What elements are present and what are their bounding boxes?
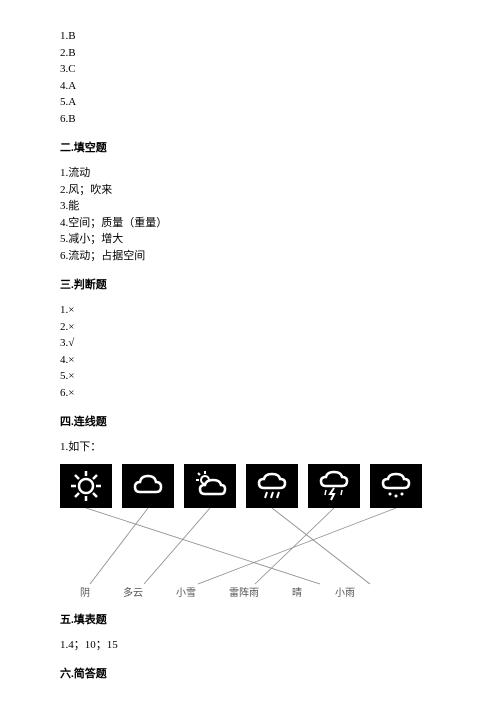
answer-val: B	[68, 47, 75, 59]
answer-val: 流动；占据空间	[68, 250, 145, 262]
answer-item: 3.能	[60, 198, 440, 215]
answer-item: 2.B	[60, 45, 440, 62]
answer-item: 5.减小；增大	[60, 231, 440, 248]
answer-item: 1.流动	[60, 165, 440, 182]
section-5-title: 五.填表题	[60, 611, 440, 627]
cloud-rain-icon	[246, 464, 298, 508]
answer-val: ×	[68, 354, 74, 366]
answer-num: 4	[60, 217, 66, 229]
answer-num: 2	[60, 184, 66, 196]
answer-num: 1	[60, 167, 66, 179]
answer-num: 1	[60, 304, 66, 316]
answer-item: 5.×	[60, 368, 440, 385]
sun-icon	[60, 464, 112, 508]
answer-val: A	[68, 80, 76, 92]
section-3-answers: 1.× 2.× 3.√ 4.× 5.× 6.×	[60, 302, 440, 401]
answer-num: 3	[60, 200, 66, 212]
answer-val: C	[68, 63, 75, 75]
weather-label: 多云	[123, 584, 143, 599]
answer-item: 6.×	[60, 385, 440, 402]
weather-label-row: 阴 多云 小雪 雷阵雨 晴 小雨	[80, 584, 355, 599]
answer-val: 流动	[68, 167, 90, 179]
answer-num: 1	[60, 30, 66, 42]
answer-item: 1.×	[60, 302, 440, 319]
answer-item: 2.风；吹来	[60, 182, 440, 199]
answer-item: 2.×	[60, 319, 440, 336]
weather-label: 小雨	[335, 584, 355, 599]
answer-num: 5	[60, 233, 66, 245]
answer-item: 1.B	[60, 28, 440, 45]
answer-item: 3.√	[60, 335, 440, 352]
answer-item: 4.A	[60, 78, 440, 95]
answer-num: 6	[60, 387, 66, 399]
cloud-icon	[122, 464, 174, 508]
answer-val: 能	[68, 200, 79, 212]
answer-item: 6.流动；占据空间	[60, 248, 440, 265]
section-3-title: 三.判断题	[60, 276, 440, 292]
answer-num: 3	[60, 337, 66, 349]
section-2-title: 二.填空题	[60, 139, 440, 155]
section-1-answers: 1.B 2.B 3.C 4.A 5.A 6.B	[60, 28, 440, 127]
answer-num: 2	[60, 321, 66, 333]
weather-label: 小雪	[176, 584, 196, 599]
answer-val: ×	[68, 370, 74, 382]
answer-val: 风；吹来	[68, 184, 112, 196]
answer-val: 减小；增大	[68, 233, 123, 245]
answer-num: 4	[60, 354, 66, 366]
answer-num: 6	[60, 250, 66, 262]
answer-val: ×	[68, 387, 74, 399]
answer-item: 4.×	[60, 352, 440, 369]
weather-label: 雷阵雨	[229, 584, 259, 599]
cloud-thunder-icon	[308, 464, 360, 508]
section-4-title: 四.连线题	[60, 413, 440, 429]
answer-val: A	[68, 96, 76, 108]
answer-val: ×	[68, 304, 74, 316]
weather-label: 阴	[80, 584, 90, 599]
cloud-snow-icon	[370, 464, 422, 508]
answer-item: 6.B	[60, 111, 440, 128]
answer-val: 空间；质量（重量）	[68, 217, 167, 229]
answer-item: 4.空间；质量（重量）	[60, 215, 440, 232]
answer-num: 5	[60, 370, 66, 382]
section-6-title: 六.简答题	[60, 665, 440, 681]
answer-val: B	[68, 113, 75, 125]
answer-val: √	[68, 337, 74, 349]
answer-num: 4	[60, 80, 66, 92]
connection-lines	[60, 508, 440, 586]
answer-item: 3.C	[60, 61, 440, 78]
weather-icon-row	[60, 464, 422, 508]
section-5-answer: 1.4；10；15	[60, 637, 440, 654]
answer-num: 6	[60, 113, 66, 125]
answer-num: 3	[60, 63, 66, 75]
sun-cloud-icon	[184, 464, 236, 508]
weather-label: 晴	[292, 584, 302, 599]
answer-item: 5.A	[60, 94, 440, 111]
answer-val: ×	[68, 321, 74, 333]
matching-diagram: 阴 多云 小雪 雷阵雨 晴 小雨	[60, 464, 440, 599]
answer-num: 2	[60, 47, 66, 59]
section-4-subtitle: 1.如下：	[60, 439, 440, 456]
section-2-answers: 1.流动 2.风；吹来 3.能 4.空间；质量（重量） 5.减小；增大 6.流动…	[60, 165, 440, 264]
answer-num: 5	[60, 96, 66, 108]
answer-val: B	[68, 30, 75, 42]
